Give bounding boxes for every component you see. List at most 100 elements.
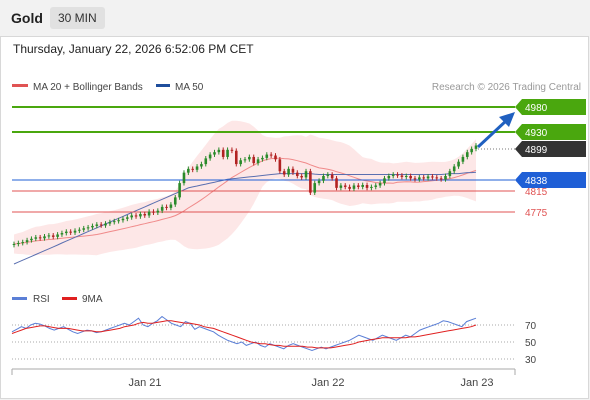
- candle-body: [208, 154, 212, 159]
- credit-label: Research © 2026 Trading Central: [432, 82, 581, 93]
- candle-body: [165, 206, 168, 208]
- candle-body: [426, 176, 430, 179]
- candle-body: [104, 223, 107, 226]
- level-label-4815: 4815: [525, 187, 548, 198]
- candle-body: [409, 175, 412, 179]
- candle-body: [343, 185, 347, 187]
- x-tick-label: Jan 21: [128, 377, 161, 389]
- candle-body: [330, 174, 334, 179]
- candle-body: [47, 235, 51, 237]
- candle-body: [78, 229, 81, 231]
- candle-body: [348, 186, 351, 189]
- candle-body: [470, 148, 473, 153]
- candle-body: [335, 178, 338, 188]
- projection-arrow-head: [499, 112, 515, 127]
- ma20-line: [13, 157, 477, 245]
- candle-body: [160, 206, 164, 211]
- candle-body: [200, 164, 203, 167]
- candle-body: [374, 185, 378, 187]
- candle-body: [448, 171, 452, 176]
- candle-body: [95, 224, 99, 226]
- candle-body: [317, 180, 321, 184]
- candle-body: [34, 237, 38, 239]
- candle-body: [21, 242, 25, 244]
- candle-body: [261, 157, 264, 160]
- candle-body: [357, 185, 360, 187]
- candle-body: [365, 185, 369, 188]
- candle-body: [12, 244, 16, 245]
- candle-body: [99, 224, 103, 226]
- rsi-ma-legend-label: 9MA: [82, 294, 103, 305]
- candle-body: [452, 166, 456, 172]
- candle-body: [169, 204, 173, 208]
- candle-body: [291, 168, 295, 173]
- candle-body: [134, 215, 138, 217]
- candle-body: [38, 237, 42, 239]
- candle-body: [378, 183, 382, 186]
- candle-body: [256, 159, 260, 164]
- rsi-legend-label: RSI: [33, 294, 50, 305]
- candle-body: [391, 174, 395, 176]
- candle-body: [43, 236, 46, 239]
- candle-body: [326, 174, 330, 176]
- candle-body: [474, 145, 478, 149]
- candle-body: [112, 221, 116, 223]
- candle-body: [396, 174, 399, 176]
- candle-body: [234, 150, 238, 165]
- candle-body: [239, 160, 242, 165]
- level-label-4775: 4775: [525, 208, 548, 219]
- level-label-4899: 4899: [525, 145, 548, 156]
- candle-body: [439, 178, 443, 180]
- candle-body: [30, 238, 33, 241]
- candle-body: [65, 231, 68, 234]
- candle-body: [300, 175, 303, 178]
- rsi-level-label-50: 50: [525, 338, 537, 349]
- candle-body: [322, 175, 325, 181]
- ma50-legend-swatch: [156, 84, 170, 87]
- level-label-4930: 4930: [525, 128, 548, 139]
- candle-body: [230, 149, 234, 151]
- candle-body: [383, 178, 386, 184]
- x-tick-label: Jan 23: [460, 377, 493, 389]
- candle-body: [444, 175, 447, 180]
- level-tag-4980: [515, 99, 586, 115]
- candle-body: [191, 168, 194, 170]
- candle-body: [182, 172, 186, 184]
- candle-body: [278, 159, 282, 172]
- candle-body: [252, 156, 256, 164]
- rsi-level-label-30: 30: [525, 355, 537, 366]
- candle-body: [461, 156, 465, 162]
- candle-body: [269, 154, 273, 156]
- candle-body: [213, 152, 216, 155]
- timeframe-button[interactable]: 30 MIN: [50, 7, 105, 29]
- top-bar: Gold 30 MIN: [0, 0, 590, 36]
- ma20-legend-swatch: [12, 84, 28, 87]
- candle-body: [147, 211, 151, 216]
- candle-body: [309, 171, 312, 193]
- candle-body: [73, 230, 77, 233]
- candle-body: [187, 168, 190, 173]
- candle-body: [418, 177, 421, 180]
- candle-body: [248, 156, 251, 160]
- candle-body: [86, 227, 90, 229]
- candle-body: [56, 234, 59, 237]
- candle-body: [422, 177, 425, 179]
- candle-body: [82, 228, 86, 230]
- candle-body: [361, 185, 364, 187]
- candle-body: [400, 175, 404, 177]
- candle-body: [60, 233, 64, 235]
- timestamp: Thursday, January 22, 2026 6:52:06 PM CE…: [13, 42, 254, 56]
- x-tick-label: Jan 22: [311, 377, 344, 389]
- candle-body: [387, 175, 391, 179]
- candle-body: [226, 149, 229, 157]
- candle-body: [17, 243, 20, 245]
- candle-body: [139, 214, 142, 217]
- candle-body: [243, 159, 247, 161]
- candle-body: [296, 172, 299, 176]
- candle-body: [404, 175, 408, 177]
- candle-body: [117, 220, 120, 222]
- candle-body: [304, 171, 308, 178]
- rsi-legend-swatch: [12, 297, 27, 300]
- rsi-level-label-70: 70: [525, 321, 537, 332]
- candle-body: [431, 176, 434, 178]
